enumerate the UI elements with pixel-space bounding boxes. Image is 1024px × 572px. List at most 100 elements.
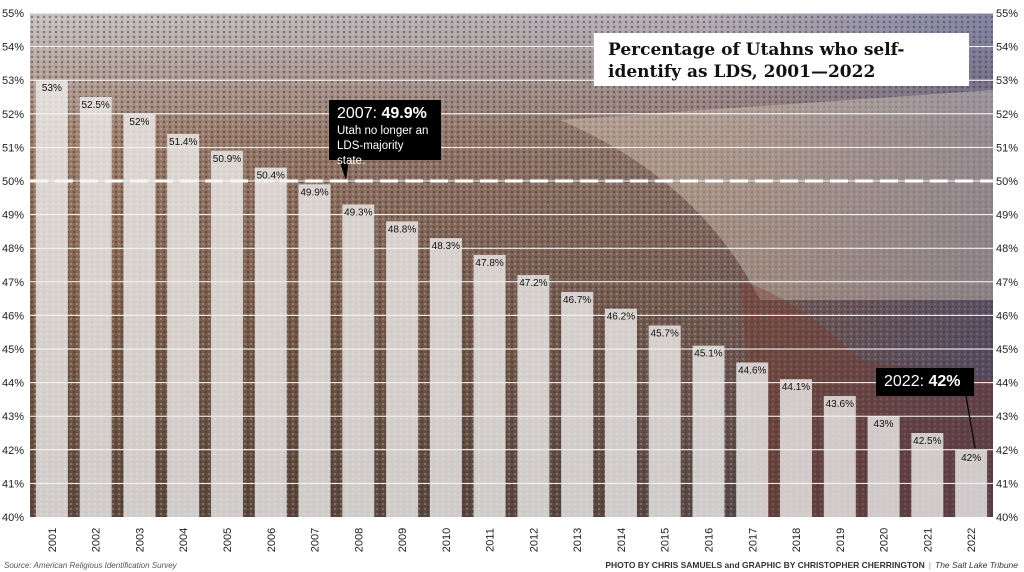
bar-value-label: 42.5% xyxy=(913,436,941,447)
bar-value-label: 44.1% xyxy=(782,382,810,393)
annotation-2022-year: 2022: xyxy=(884,373,929,390)
x-tick-label: 2004 xyxy=(178,528,190,552)
bar xyxy=(79,97,112,517)
x-tick-label: 2015 xyxy=(660,528,672,552)
bar-value-label: 49.9% xyxy=(300,187,328,198)
x-tick-label: 2006 xyxy=(266,528,278,552)
bar xyxy=(35,80,68,517)
y-axis-right: 40% 41% 42% 43% 44% 45% 46% 47% 48% 49% 50% 51% 52% 5… xyxy=(996,8,1018,524)
bar xyxy=(210,150,243,517)
bar xyxy=(342,204,375,517)
chart-title: Percentage of Utahns who self-identify a… xyxy=(608,40,905,82)
bar xyxy=(692,345,725,517)
bar xyxy=(648,325,681,517)
annotation-2022-pointer xyxy=(965,395,976,449)
bar xyxy=(955,449,988,517)
bar-value-label: 45.7% xyxy=(651,328,679,339)
x-tick-label: 2007 xyxy=(310,528,322,552)
y-tick-label-right: 50% xyxy=(996,176,1018,188)
credits: PHOTO BY CHRIS SAMUELS and GRAPHIC BY CH… xyxy=(605,560,1018,570)
bar-value-label: 52.5% xyxy=(81,100,109,111)
bar-value-label: 48.8% xyxy=(388,224,416,235)
bar-value-label: 50.9% xyxy=(213,154,241,165)
bar xyxy=(123,113,156,518)
y-tick-label-left: 54% xyxy=(2,42,24,54)
annotation-2007: 2007: 49.9% Utah no longer an LDS-majori… xyxy=(329,100,441,167)
y-tick-label-right: 52% xyxy=(996,109,1018,121)
bar-value-label: 43% xyxy=(874,419,894,430)
y-tick-label-right: 42% xyxy=(996,445,1018,457)
bar-value-label: 43.6% xyxy=(826,399,854,410)
y-tick-label-right: 51% xyxy=(996,142,1018,154)
x-tick-label: 2018 xyxy=(791,528,803,552)
y-tick-label-left: 50% xyxy=(2,176,24,188)
bar xyxy=(780,379,813,517)
y-tick-label-left: 53% xyxy=(2,75,24,87)
y-tick-label-right: 46% xyxy=(996,310,1018,322)
bar xyxy=(867,416,900,517)
y-tick-label-right: 49% xyxy=(996,210,1018,222)
bar-value-label: 52% xyxy=(129,117,149,128)
y-tick-label-left: 51% xyxy=(2,142,24,154)
bar-value-label: 42% xyxy=(961,453,981,464)
x-tick-label: 2009 xyxy=(397,528,409,552)
bar xyxy=(604,308,637,517)
y-tick-label-left: 43% xyxy=(2,411,24,423)
credit-separator: | xyxy=(928,560,931,570)
y-tick-label-right: 55% xyxy=(996,8,1018,20)
bar-value-label: 53% xyxy=(42,83,62,94)
x-tick-label: 2019 xyxy=(835,528,847,552)
bar xyxy=(386,221,419,517)
x-tick-label: 2005 xyxy=(222,528,234,552)
y-tick-label-right: 43% xyxy=(996,411,1018,423)
x-tick-label: 2002 xyxy=(91,528,103,552)
x-tick-label: 2012 xyxy=(528,528,540,552)
x-tick-label: 2001 xyxy=(47,528,59,552)
bar xyxy=(911,433,944,517)
bar xyxy=(517,275,550,517)
bar-value-label: 46.7% xyxy=(563,295,591,306)
y-tick-label-right: 47% xyxy=(996,277,1018,289)
x-axis: 2001 2002 2003 2004 2005 2006 2007 2008 2009 2010… xyxy=(47,528,978,552)
y-tick-label-left: 49% xyxy=(2,210,24,222)
bar-value-label: 51.4% xyxy=(169,137,197,148)
source-note: Source: American Religious Identificatio… xyxy=(4,561,177,570)
y-tick-label-right: 48% xyxy=(996,243,1018,255)
x-tick-label: 2021 xyxy=(922,528,934,552)
y-tick-label-left: 45% xyxy=(2,344,24,356)
publisher-name: The Salt Lake Tribune xyxy=(935,560,1018,570)
x-tick-label: 2016 xyxy=(703,528,715,552)
title-box: Percentage of Utahns who self-identify a… xyxy=(594,33,969,86)
y-tick-label-right: 41% xyxy=(996,478,1018,490)
y-tick-label-left: 47% xyxy=(2,277,24,289)
bar xyxy=(561,291,594,517)
y-axis-left: 40% 41% 42% 43% 44% 45% 46% 47% 48% 49% 50% 51% 52% 5… xyxy=(2,8,24,524)
x-tick-label: 2003 xyxy=(134,528,146,552)
y-tick-label-left: 44% xyxy=(2,378,24,390)
annotation-2007-value: 49.9% xyxy=(381,105,427,122)
y-tick-label-left: 55% xyxy=(2,8,24,20)
bar xyxy=(429,238,462,517)
x-tick-label: 2017 xyxy=(747,528,759,552)
bar-value-label: 47.8% xyxy=(475,258,503,269)
y-tick-label-left: 48% xyxy=(2,243,24,255)
bar-value-label: 48.3% xyxy=(432,241,460,252)
x-tick-label: 2010 xyxy=(441,528,453,552)
y-tick-label-right: 45% xyxy=(996,344,1018,356)
bar xyxy=(298,184,331,518)
y-tick-label-right: 53% xyxy=(996,75,1018,87)
y-tick-label-left: 42% xyxy=(2,445,24,457)
photo-graphic-credit: PHOTO BY CHRIS SAMUELS and GRAPHIC BY CH… xyxy=(605,560,925,570)
x-tick-label: 2020 xyxy=(879,528,891,552)
y-tick-label-left: 46% xyxy=(2,310,24,322)
y-tick-label-left: 41% xyxy=(2,478,24,490)
y-tick-label-right: 54% xyxy=(996,42,1018,54)
bar xyxy=(167,133,200,517)
x-tick-label: 2008 xyxy=(353,528,365,552)
bar xyxy=(736,362,769,517)
x-tick-label: 2011 xyxy=(485,528,497,552)
x-tick-label: 2022 xyxy=(966,528,978,552)
x-tick-label: 2014 xyxy=(616,528,628,552)
bar-value-label: 49.3% xyxy=(344,208,372,219)
